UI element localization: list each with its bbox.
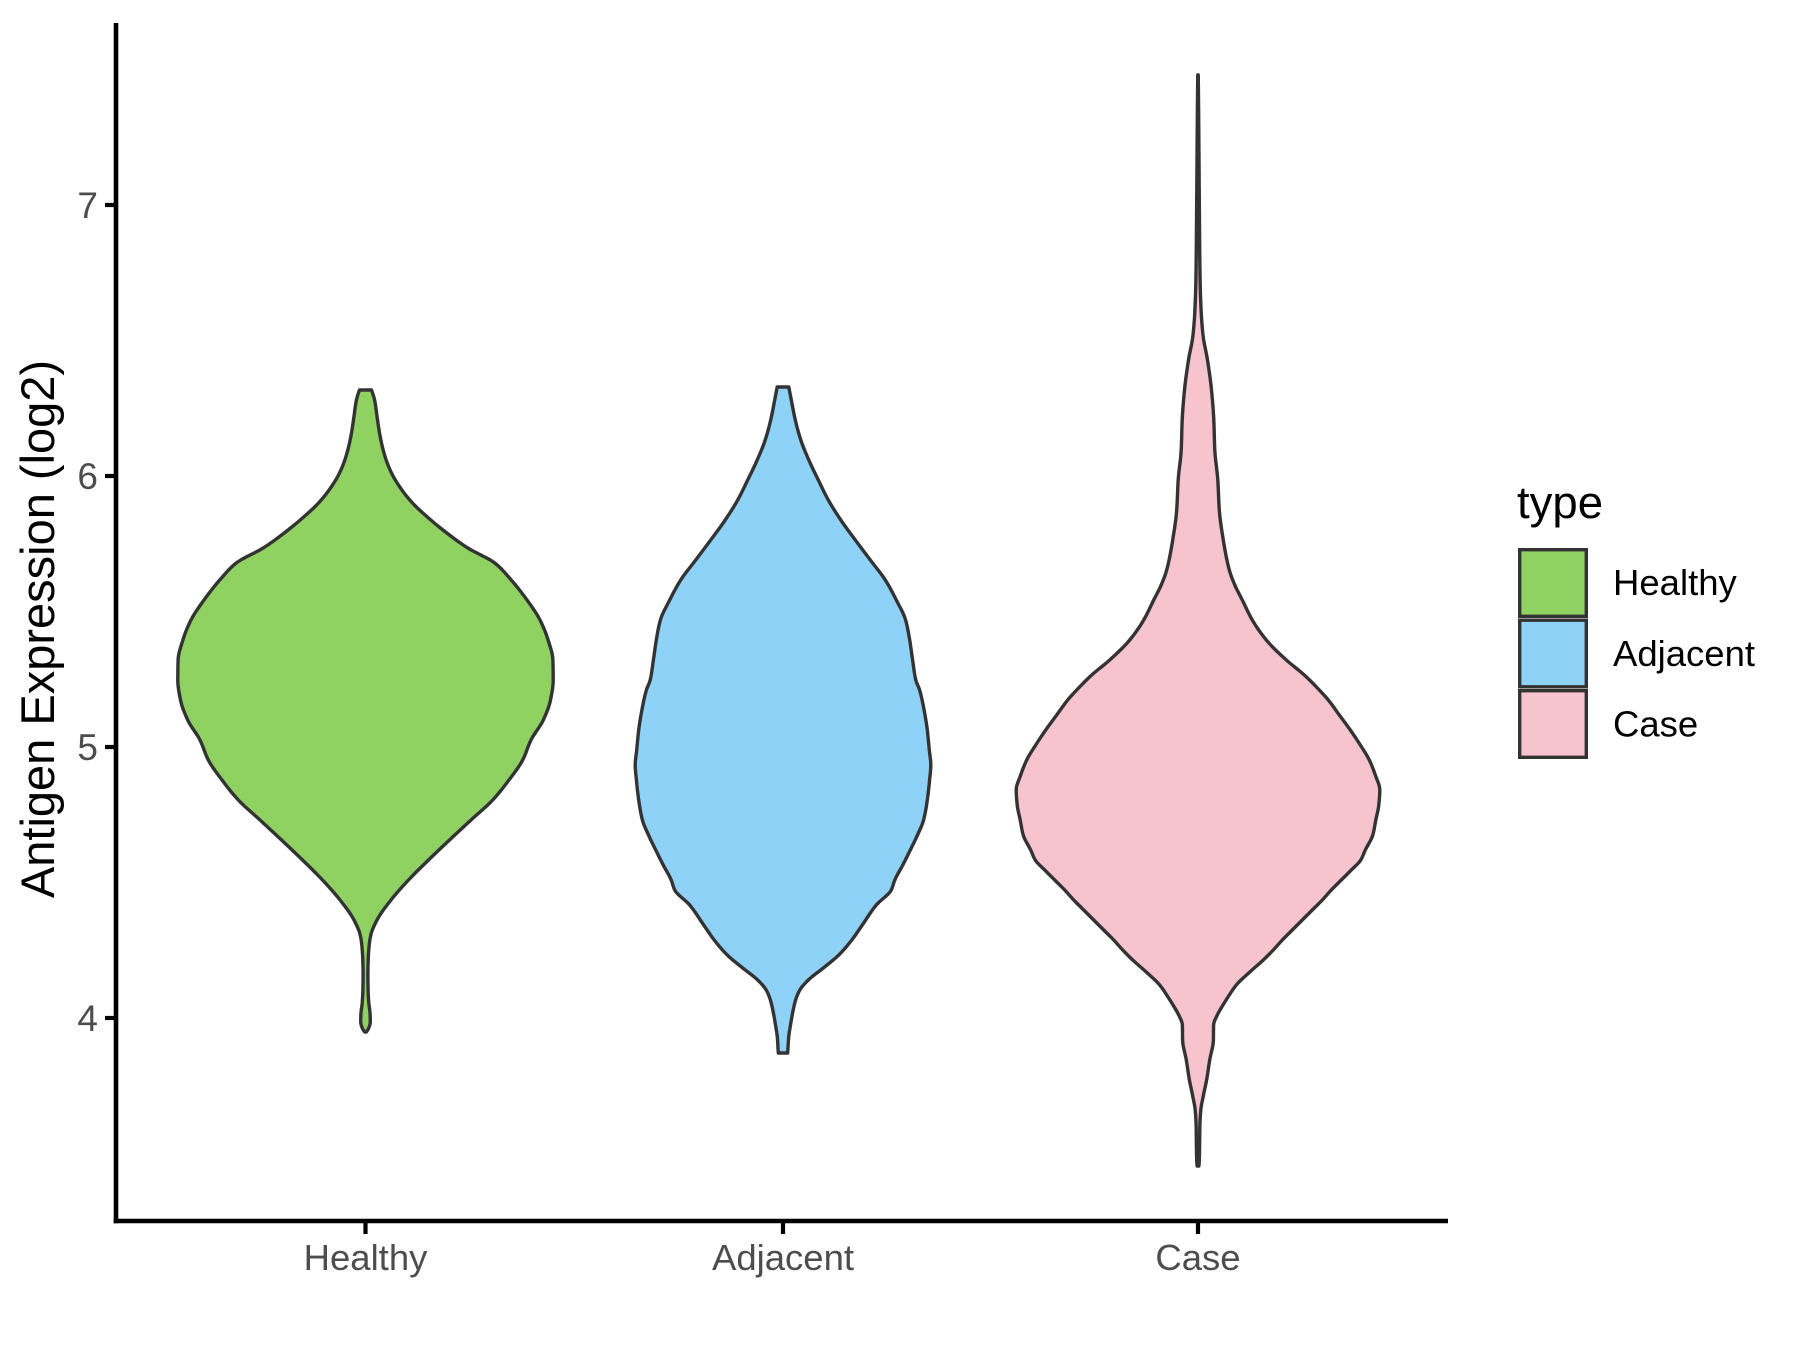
svg-text:type: type	[1517, 477, 1603, 528]
svg-text:Adjacent: Adjacent	[1613, 633, 1755, 674]
svg-text:Healthy: Healthy	[304, 1237, 429, 1278]
svg-text:5: 5	[77, 727, 98, 768]
svg-text:Adjacent: Adjacent	[712, 1237, 854, 1278]
svg-text:7: 7	[77, 185, 98, 226]
svg-text:Case: Case	[1613, 704, 1698, 745]
svg-text:Case: Case	[1155, 1237, 1240, 1278]
svg-text:Healthy: Healthy	[1613, 562, 1738, 603]
svg-text:6: 6	[77, 456, 98, 497]
svg-text:Antigen Expression (log2): Antigen Expression (log2)	[11, 360, 64, 898]
svg-text:4: 4	[77, 998, 98, 1039]
